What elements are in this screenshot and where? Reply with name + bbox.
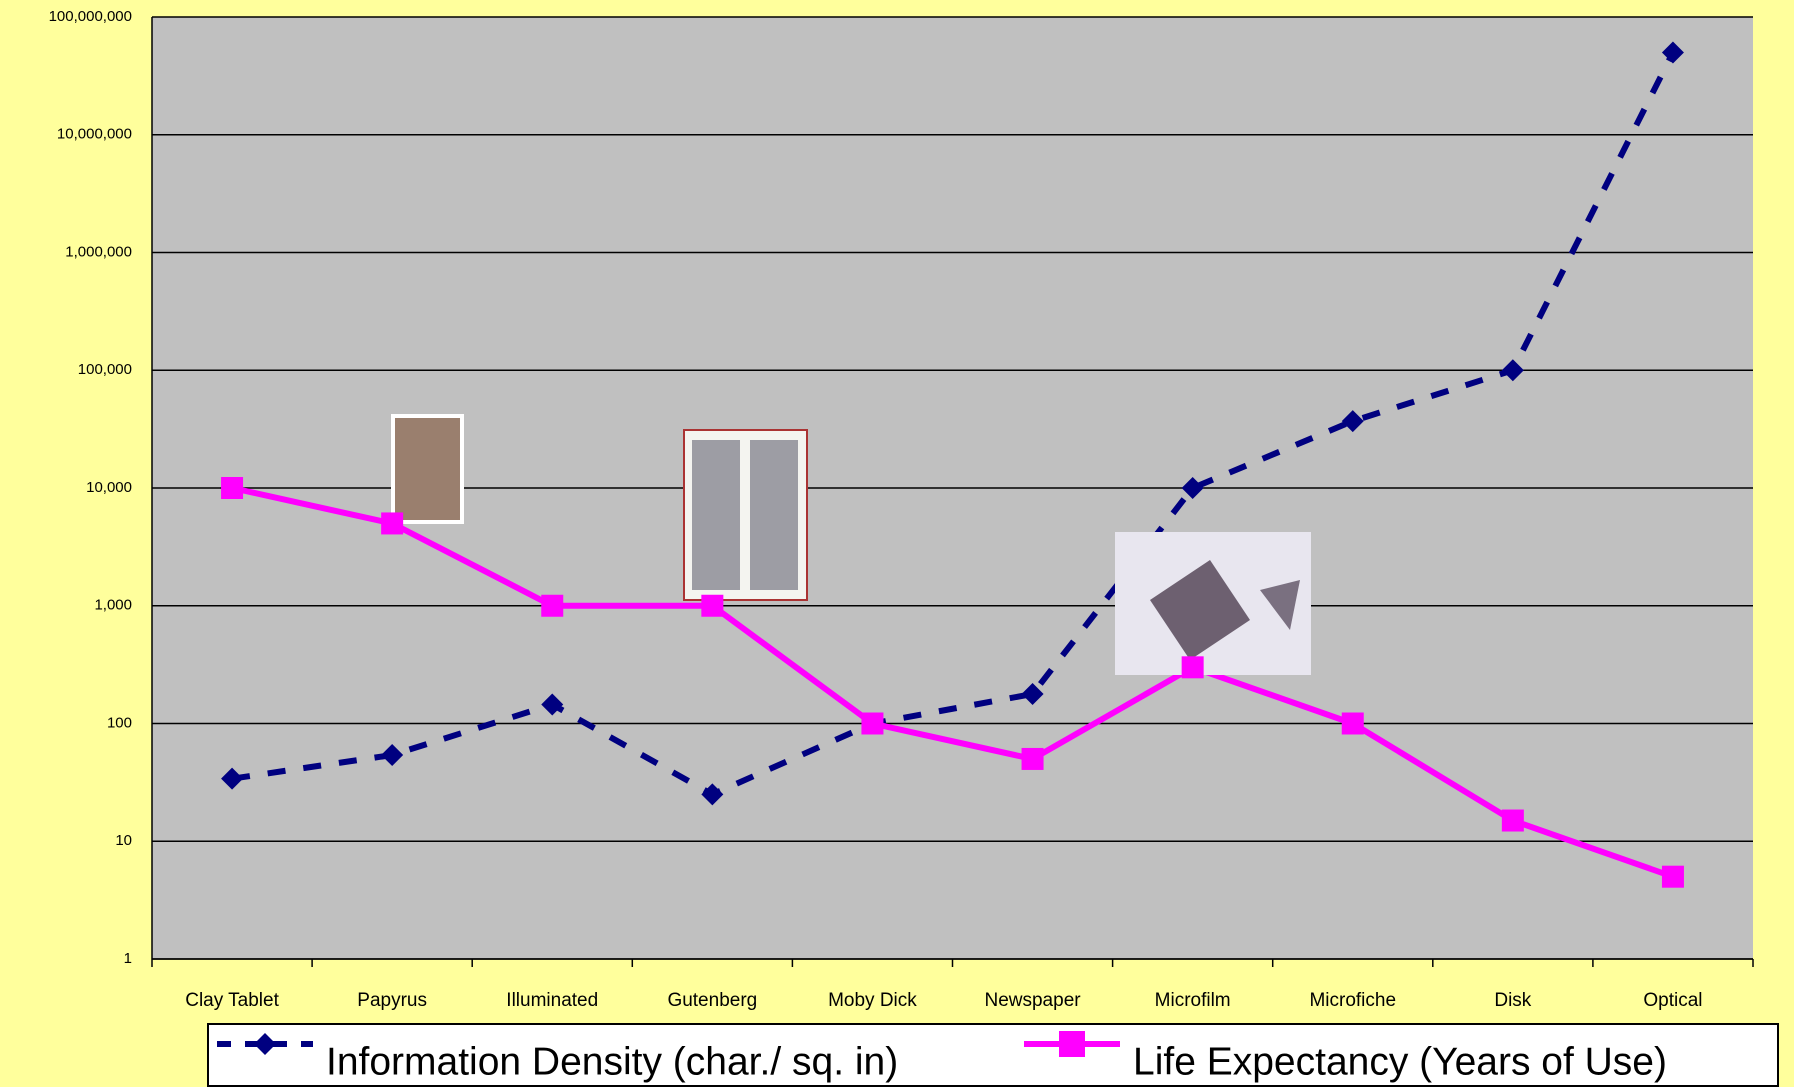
y-tick-label: 10,000,000	[57, 126, 132, 143]
chart: 1 10 100 1,000 10,000 100,000 1,000,000 10,000,…	[0, 0, 1794, 1087]
x-tick-label: Illuminated	[506, 990, 598, 1011]
y-tick-label: 10,000	[86, 479, 132, 496]
x-tick-label: Moby Dick	[828, 990, 917, 1011]
square-marker	[1342, 713, 1364, 735]
square-marker	[221, 477, 243, 499]
y-tick-label: 100,000,000	[49, 8, 132, 25]
x-tick-label: Gutenberg	[667, 990, 757, 1011]
x-tick-label: Disk	[1494, 990, 1531, 1011]
y-tick-label: 10	[115, 832, 132, 849]
square-marker	[541, 595, 563, 617]
square-marker	[1662, 866, 1684, 888]
y-tick-label: 1,000,000	[65, 243, 132, 260]
x-tick-label: Microfiche	[1309, 990, 1396, 1011]
gutenberg-column	[692, 440, 740, 590]
legend-marker	[1059, 1031, 1085, 1057]
y-tick-label: 100	[107, 714, 132, 731]
gutenberg-column	[750, 440, 798, 590]
x-tick-label: Clay Tablet	[185, 990, 279, 1011]
square-marker	[701, 595, 723, 617]
x-tick-label: Microfilm	[1155, 990, 1231, 1011]
square-marker	[381, 512, 403, 534]
legend-label: Information Density (char./ sq. in)	[326, 1040, 898, 1083]
x-tick-label: Newspaper	[984, 990, 1081, 1011]
y-tick-label: 1	[124, 950, 132, 967]
square-marker	[861, 713, 883, 735]
x-tick-label: Optical	[1643, 990, 1702, 1011]
square-marker	[1182, 656, 1204, 678]
x-tick-label: Papyrus	[357, 990, 427, 1011]
y-tick-label: 1,000	[94, 597, 132, 614]
papyrus-image	[395, 418, 460, 520]
y-tick-label: 100,000	[78, 361, 132, 378]
legend-label: Life Expectancy (Years of Use)	[1133, 1040, 1667, 1083]
square-marker	[1502, 810, 1524, 832]
square-marker	[1022, 748, 1044, 770]
